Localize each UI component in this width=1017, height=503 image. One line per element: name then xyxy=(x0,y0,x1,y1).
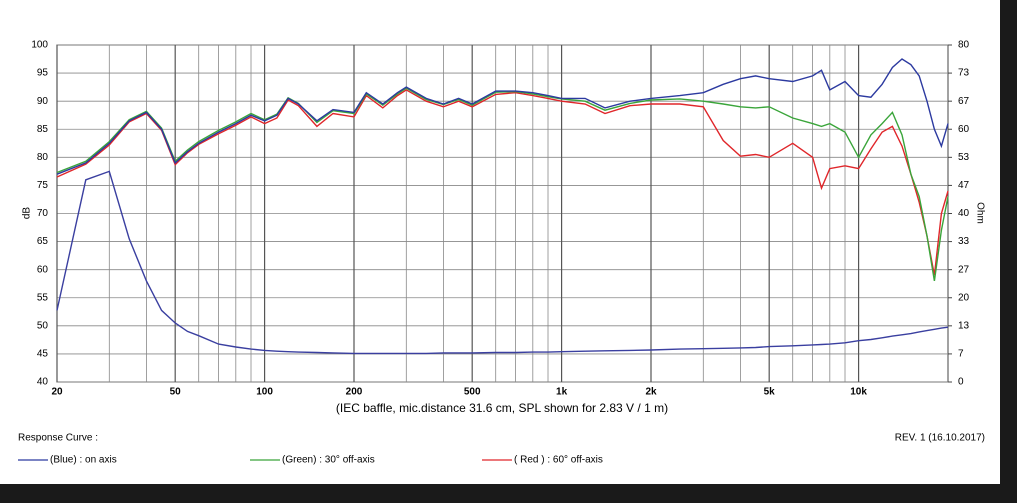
series-line xyxy=(56,58,949,175)
y2-tick-label: 13 xyxy=(958,320,970,331)
y-tick-label: 100 xyxy=(31,40,48,51)
x-tick-label: 2k xyxy=(645,387,657,398)
y-tick-label: 50 xyxy=(37,320,49,331)
series-line xyxy=(56,87,949,282)
y2-tick-label: 47 xyxy=(958,180,970,191)
x-tick-label: 200 xyxy=(346,387,363,398)
y-tick-label: 80 xyxy=(37,152,49,163)
y-tick-label: 85 xyxy=(37,124,49,135)
y2-tick-label: 33 xyxy=(958,236,970,247)
y-tick-label: 65 xyxy=(37,236,49,247)
revision: REV. 1 (16.10.2017) xyxy=(895,433,985,444)
y2-axis-label: Ohm xyxy=(974,202,985,224)
y-tick-label: 45 xyxy=(37,349,49,360)
x-tick-label: 500 xyxy=(464,387,481,398)
x-tick-label: 5k xyxy=(764,387,776,398)
legend-title: Response Curve : xyxy=(18,433,98,444)
x-tick-label: 20 xyxy=(51,387,63,398)
series-line xyxy=(56,89,949,276)
y-axis-label: dB xyxy=(22,207,33,220)
legend-label: (Blue) : on axis xyxy=(50,455,117,466)
y-tick-label: 75 xyxy=(37,180,49,191)
y-tick-label: 95 xyxy=(37,68,49,79)
legend-label: ( Red ) : 60° off-axis xyxy=(514,455,603,466)
x-tick-label: 50 xyxy=(170,387,182,398)
background xyxy=(0,0,1000,484)
y2-tick-label: 27 xyxy=(958,264,970,275)
y2-tick-label: 80 xyxy=(958,40,970,51)
y2-tick-label: 20 xyxy=(958,292,970,303)
y-tick-label: 40 xyxy=(37,377,49,388)
y-tick-label: 70 xyxy=(37,208,49,219)
y-tick-label: 60 xyxy=(37,264,49,275)
x-tick-label: 10k xyxy=(850,387,867,398)
caption: (IEC baffle, mic.distance 31.6 cm, SPL s… xyxy=(336,401,668,415)
y2-tick-label: 60 xyxy=(958,124,970,135)
y-tick-label: 55 xyxy=(37,292,49,303)
y2-tick-label: 40 xyxy=(958,208,970,219)
legend-label: (Green) : 30° off-axis xyxy=(282,455,375,466)
y2-tick-label: 67 xyxy=(958,96,970,107)
y2-tick-label: 7 xyxy=(958,349,964,360)
y2-tick-label: 0 xyxy=(958,377,964,388)
y2-tick-label: 73 xyxy=(958,68,970,79)
y-tick-label: 90 xyxy=(37,96,49,107)
y2-tick-label: 53 xyxy=(958,152,970,163)
impedance-line xyxy=(56,170,949,355)
x-tick-label: 100 xyxy=(256,387,273,398)
x-tick-label: 1k xyxy=(556,387,568,398)
